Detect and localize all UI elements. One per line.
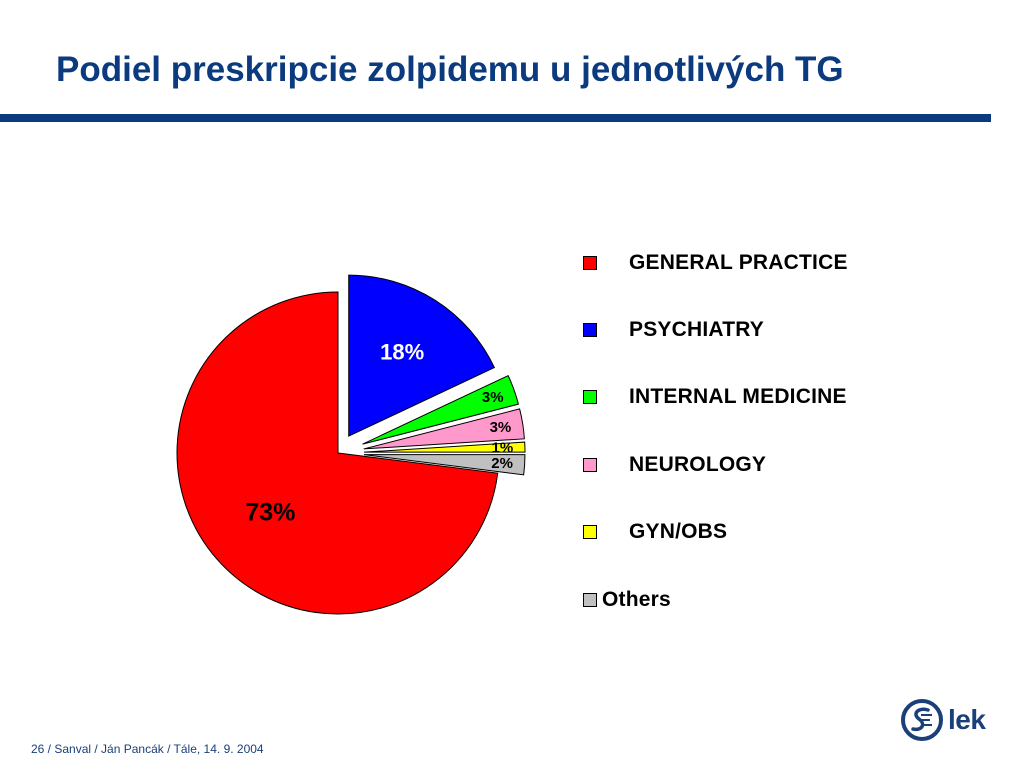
pie-chart: 18% 3% 3% 1%2% 73% xyxy=(176,274,526,615)
pie-label-psychiatry: 18% xyxy=(380,339,424,364)
legend-label: GYN/OBS xyxy=(629,520,728,543)
slide-title: Podiel preskripcie zolpidemu u jednotliv… xyxy=(56,50,844,89)
pie-label-neurology: 3% xyxy=(490,419,512,436)
legend-item-general-practice: GENERAL PRACTICE xyxy=(583,248,848,278)
slide-footer: 26 / Sanval / Ján Pancák / Tále, 14. 9. … xyxy=(31,742,264,756)
lek-logo-text: lek xyxy=(948,704,986,735)
legend-swatch xyxy=(583,390,597,404)
legend-item-neurology: NEUROLOGY xyxy=(583,450,766,480)
pie-slice-psychiatry xyxy=(348,274,496,437)
legend-item-others: Others xyxy=(583,585,671,615)
legend-swatch xyxy=(583,323,597,337)
pie-slice-others xyxy=(363,454,526,476)
lek-logo: lek xyxy=(900,698,986,742)
legend-swatch xyxy=(583,593,597,607)
legend-item-gyn-obs: GYN/OBS xyxy=(583,517,727,547)
legend-label: GENERAL PRACTICE xyxy=(629,251,848,274)
pie-slice-neurology xyxy=(363,408,525,450)
legend-swatch xyxy=(583,458,597,472)
pie-label-gyn-obs: 1% xyxy=(492,439,514,456)
legend-item-internal-medicine: INTERNAL MEDICINE xyxy=(583,382,847,412)
pie-slice-general-practice xyxy=(176,291,499,615)
legend-label: Others xyxy=(602,588,671,611)
lek-logo-icon xyxy=(901,699,943,741)
pie-slice-gyn-obs xyxy=(363,441,526,453)
pie-label-internal-medicine: 3% xyxy=(482,389,504,406)
pie-label-general-practice: 73% xyxy=(245,499,295,527)
legend-label: INTERNAL MEDICINE xyxy=(629,385,847,408)
legend-swatch xyxy=(583,525,597,539)
pie-slice-internal-medicine xyxy=(362,374,520,445)
legend-item-psychiatry: PSYCHIATRY xyxy=(583,315,764,345)
title-rule xyxy=(0,114,991,122)
legend-label: NEUROLOGY xyxy=(629,453,767,476)
pie-label-others: 2% xyxy=(491,455,513,472)
legend-label: PSYCHIATRY xyxy=(629,318,765,341)
legend-swatch xyxy=(583,256,597,270)
